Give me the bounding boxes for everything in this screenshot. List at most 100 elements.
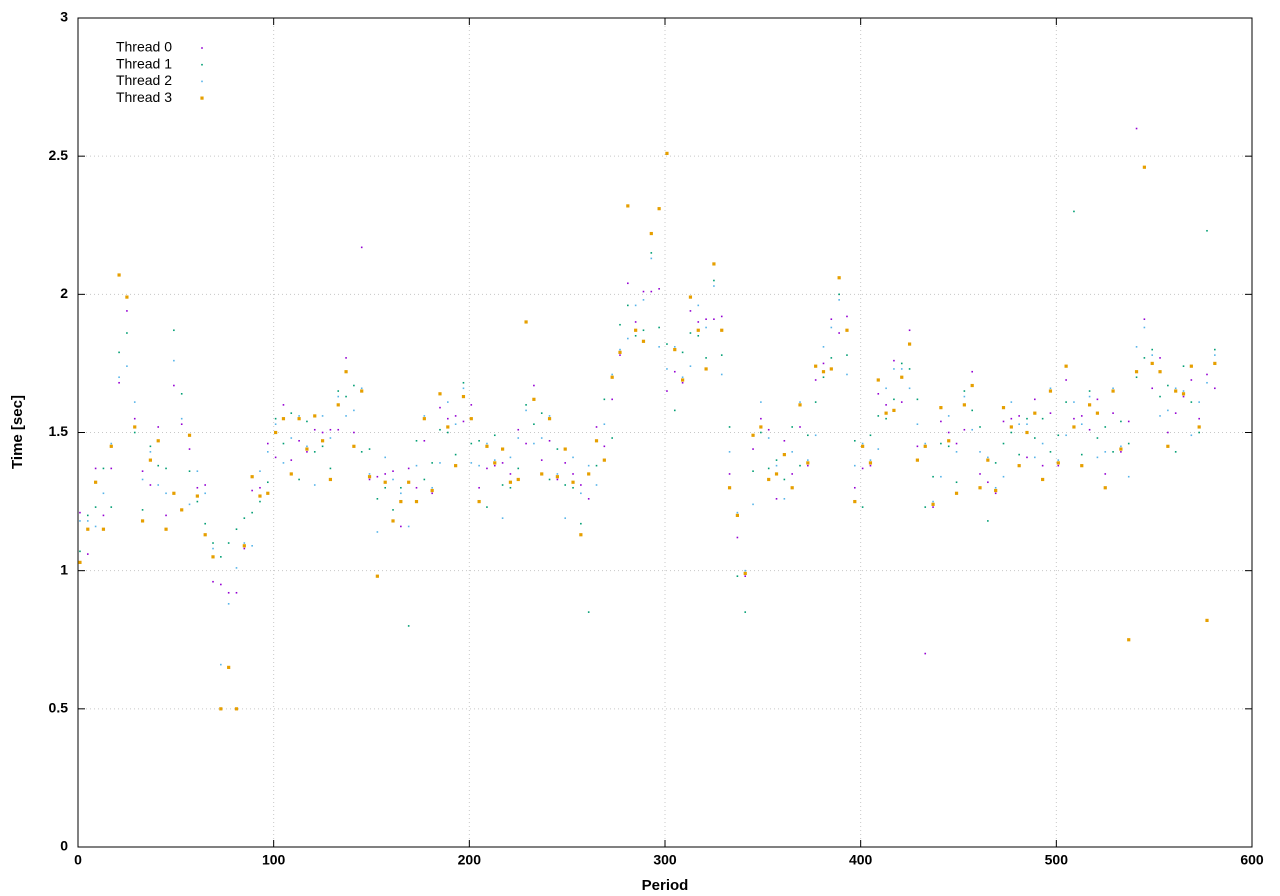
point — [821, 370, 826, 374]
point — [987, 481, 989, 484]
point — [1134, 370, 1139, 374]
point — [414, 499, 419, 504]
point — [603, 423, 606, 426]
point — [258, 494, 262, 498]
point — [344, 370, 348, 374]
point — [368, 473, 371, 475]
point — [1080, 464, 1084, 468]
point — [1041, 417, 1044, 420]
point — [1206, 373, 1208, 376]
point — [79, 511, 81, 514]
point — [1018, 415, 1020, 417]
point — [78, 560, 82, 564]
point — [767, 467, 770, 470]
point — [783, 498, 786, 500]
point — [1049, 412, 1052, 414]
legend-label: Thread 1 — [116, 55, 172, 71]
point — [705, 318, 707, 321]
point — [666, 368, 668, 370]
point — [156, 439, 160, 443]
point — [994, 486, 997, 489]
point — [462, 381, 465, 384]
point — [235, 591, 238, 594]
point — [234, 707, 239, 711]
point — [470, 462, 473, 464]
point — [345, 395, 347, 398]
point — [1181, 392, 1186, 396]
point — [994, 488, 998, 493]
point — [954, 491, 959, 495]
point — [799, 401, 801, 403]
point — [1206, 229, 1208, 232]
point — [516, 477, 520, 482]
point — [140, 519, 145, 523]
point — [109, 444, 113, 448]
point — [133, 417, 136, 420]
point — [297, 417, 301, 421]
point — [1112, 412, 1114, 414]
point — [642, 290, 645, 293]
point — [203, 533, 207, 537]
point — [180, 417, 183, 420]
point — [227, 542, 230, 544]
point — [446, 425, 450, 429]
point — [869, 464, 872, 467]
point — [79, 550, 81, 553]
point — [1010, 401, 1013, 403]
point — [368, 478, 371, 481]
point — [102, 514, 105, 517]
point — [477, 499, 481, 504]
legend-marker — [201, 80, 203, 83]
point — [149, 484, 152, 486]
point — [885, 404, 887, 406]
legend-label: Thread 3 — [116, 89, 172, 105]
point — [320, 439, 325, 443]
point — [454, 464, 458, 468]
point — [939, 406, 943, 410]
point — [407, 467, 410, 470]
point — [509, 486, 512, 489]
point — [1127, 475, 1130, 478]
point — [838, 332, 840, 334]
point — [533, 384, 535, 387]
point — [853, 486, 856, 489]
point — [627, 304, 629, 307]
point — [470, 442, 473, 445]
point — [493, 459, 496, 461]
point — [657, 207, 661, 211]
point — [704, 367, 708, 371]
point — [392, 509, 394, 511]
point — [713, 279, 715, 282]
point — [1159, 415, 1161, 417]
point — [658, 346, 660, 348]
point — [1159, 395, 1161, 398]
point — [102, 467, 105, 470]
point — [673, 370, 676, 373]
point — [548, 439, 551, 442]
point — [1025, 430, 1029, 435]
point — [564, 462, 567, 464]
point — [101, 527, 106, 531]
point — [1190, 434, 1193, 437]
point — [705, 357, 707, 359]
point — [580, 522, 582, 525]
point — [673, 409, 676, 412]
point — [196, 486, 199, 489]
point — [462, 420, 465, 423]
point — [533, 442, 535, 445]
point — [947, 439, 951, 443]
point — [227, 591, 230, 594]
point — [987, 520, 989, 522]
point — [627, 282, 629, 285]
point — [970, 383, 974, 388]
point — [493, 434, 496, 437]
point — [188, 448, 191, 450]
point — [713, 318, 715, 321]
point — [266, 491, 270, 495]
point — [877, 448, 880, 450]
point — [86, 553, 89, 555]
point — [649, 231, 653, 236]
point — [187, 433, 192, 437]
point — [141, 470, 144, 472]
point — [493, 464, 496, 467]
